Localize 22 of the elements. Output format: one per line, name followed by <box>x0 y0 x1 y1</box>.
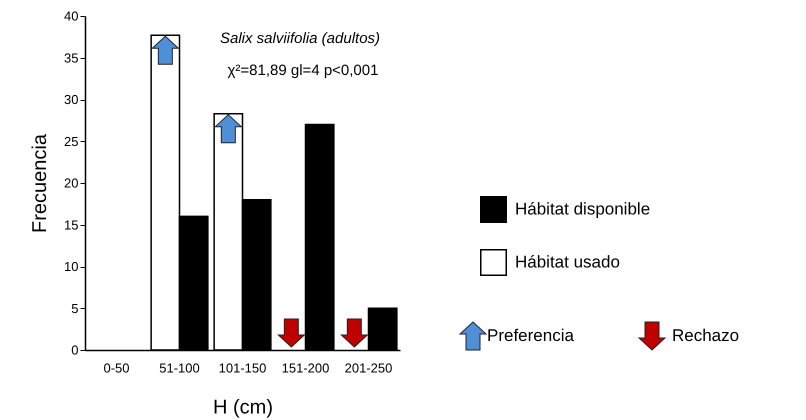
y-tick-label: 0 <box>71 342 78 358</box>
y-tick-label: 25 <box>64 134 78 149</box>
x-axis-title: H (cm) <box>213 396 273 418</box>
y-tick-label: 35 <box>64 50 78 66</box>
text: Rechazo <box>672 326 740 345</box>
legend-label: Hábitat usado <box>515 252 620 272</box>
x-tick-label: 51-100 <box>159 360 200 376</box>
x-tick-label: 0-50 <box>103 360 130 376</box>
annotation: χ²=81,89 gl=4 p<0,001 <box>228 62 378 79</box>
x-tick-label: 151-200 <box>282 360 330 376</box>
y-tick-label: 20 <box>64 176 78 190</box>
annotation: Salix salviifolia (adultos) <box>220 30 380 47</box>
y-tick-label: 5 <box>71 300 78 316</box>
y-tick-label: 10 <box>64 259 78 274</box>
text: Preferencia <box>487 326 574 345</box>
y-tick-label: 15 <box>64 217 78 232</box>
y-axis-title: Frecuencia <box>29 133 52 233</box>
legend-label: Hábitat disponible <box>515 200 650 218</box>
x-tick-label: 201-250 <box>344 360 392 376</box>
y-tick-label: 40 <box>64 8 78 24</box>
x-tick-label: 101-150 <box>218 360 266 376</box>
y-tick-label: 30 <box>64 92 78 107</box>
